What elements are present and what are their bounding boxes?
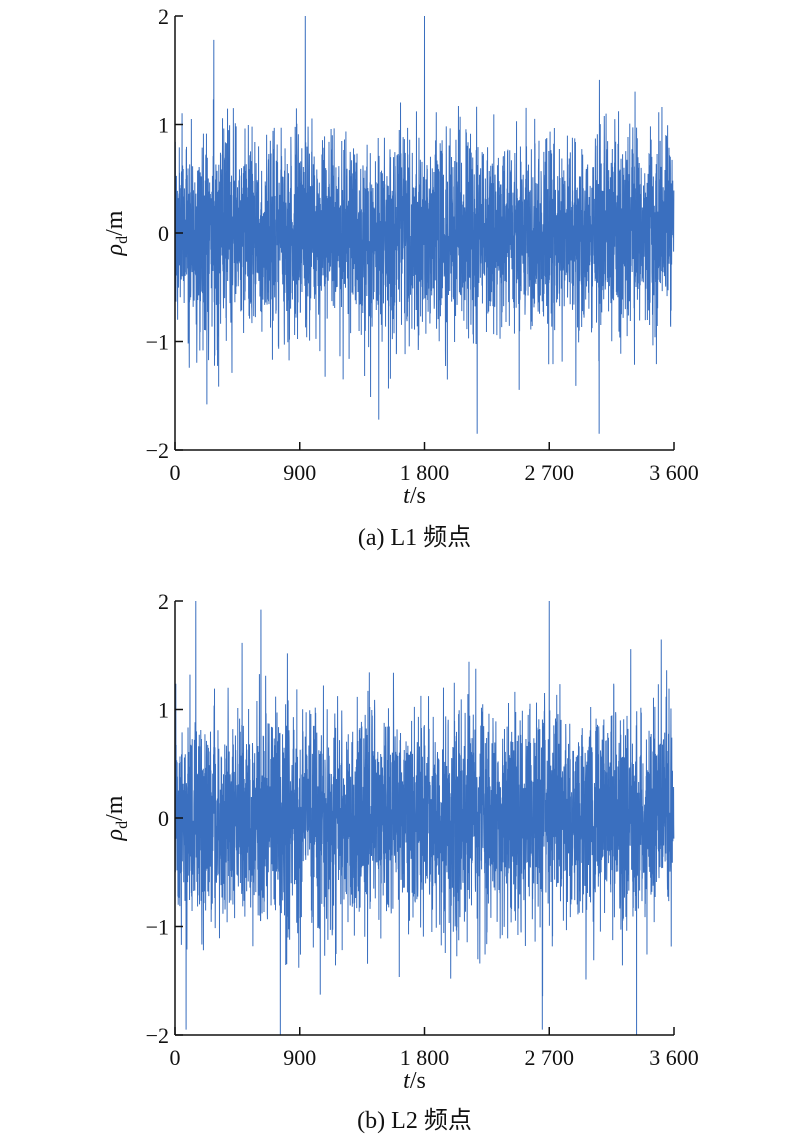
y-tick-label-a: 1 [158,113,169,138]
axes-a: −2 −1 0 1 2 0 900 1 800 2 700 3 600 [146,4,699,485]
y-axis-unit-a: /m [102,210,128,236]
plot-area-b [174,600,675,1036]
y-axis-unit-b: /m [102,795,128,821]
x-tick-label-b: 2 700 [525,1045,575,1070]
y-axis-title-a: ρd/m [102,210,131,256]
y-tick-label-b: −2 [146,1023,169,1048]
x-axis-unit-b: /s [410,1068,426,1094]
y-tick-label-a: 0 [158,221,169,246]
x-axis-var-b: t [403,1068,411,1094]
series-line-a [174,15,675,434]
caption-a: (a) L1 频点 [358,524,471,551]
x-axis-var-a: t [403,483,411,509]
x-tick-label-a: 3 600 [649,460,699,485]
y-axis-var-a: ρ [102,244,128,257]
x-tick-label-a: 900 [283,460,316,485]
y-axis-var-b: ρ [102,829,128,842]
y-tick-label-b: 0 [158,806,169,831]
caption-b: (b) L2 频点 [357,1107,472,1134]
plot-area-a [174,15,675,434]
x-ticks-b: 0 900 1 800 2 700 3 600 [170,1027,699,1070]
y-tick-label-b: 1 [158,698,169,723]
y-ticks-b: −2 −1 0 1 2 [146,589,183,1048]
y-tick-label-b: 2 [158,589,169,614]
x-tick-label-a: 1 800 [400,460,450,485]
x-tick-label-a: 0 [170,460,181,485]
y-axis-title-b: ρd/m [102,795,131,841]
panel-a: −2 −1 0 1 2 0 900 1 800 2 700 3 600 ρd/m t/s (a)… [102,4,699,551]
y-tick-label-b: −1 [146,915,169,940]
x-tick-label-b: 0 [170,1045,181,1070]
series-line-b [174,600,675,1036]
x-tick-label-b: 900 [283,1045,316,1070]
x-tick-label-b: 1 800 [400,1045,450,1070]
y-ticks-a: −2 −1 0 1 2 [146,4,183,463]
panel-b: −2 −1 0 1 2 0 900 1 800 2 700 3 600 ρd/m t/s (b)… [102,589,699,1134]
y-axis-sub-b: d [114,821,131,829]
y-axis-sub-a: d [114,236,131,244]
y-tick-label-a: −2 [146,438,169,463]
x-tick-label-b: 3 600 [649,1045,699,1070]
axes-b: −2 −1 0 1 2 0 900 1 800 2 700 3 600 [146,589,699,1070]
x-ticks-a: 0 900 1 800 2 700 3 600 [170,442,699,485]
x-axis-unit-a: /s [410,483,426,509]
x-axis-title-a: t/s [403,483,426,509]
y-tick-label-a: 2 [158,4,169,29]
x-tick-label-a: 2 700 [525,460,575,485]
x-axis-title-b: t/s [403,1068,426,1094]
y-tick-label-a: −1 [146,330,169,355]
